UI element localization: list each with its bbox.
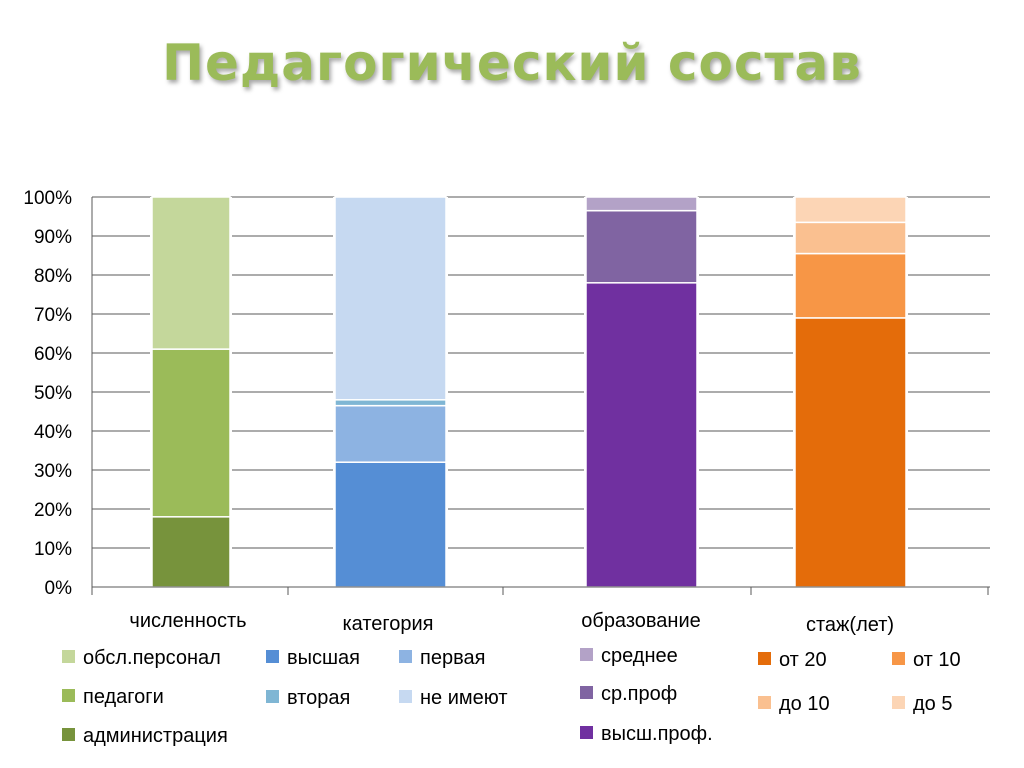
legend-label: до 10 <box>779 693 830 715</box>
bar-segment-до 5 <box>794 196 907 224</box>
chart-title: Педагогический состав <box>162 34 862 92</box>
legend-label: высш.проф. <box>601 723 713 745</box>
y-tick-label: 60% <box>34 344 72 365</box>
legend-swatch <box>892 652 905 665</box>
y-tick-label: 100% <box>23 188 72 209</box>
bars <box>150 196 908 588</box>
category-label: стаж(лет) <box>806 614 894 636</box>
y-tick-label: 20% <box>34 500 72 521</box>
y-axis: 0% 10% 20% 30% 40% 50% 60% 70% 80% 90% 100% <box>23 188 93 599</box>
category-label: численность <box>129 610 246 632</box>
y-tick-label: 0% <box>45 578 73 599</box>
bar-segment-среднее <box>585 196 698 212</box>
bar-segment-администрация <box>151 516 231 588</box>
bar-segment-обсл.персонал <box>151 196 231 350</box>
legend-swatch <box>62 689 75 702</box>
legend-swatch <box>580 726 593 739</box>
legend-label: высшая <box>287 647 360 669</box>
y-tick-label: 40% <box>34 422 72 443</box>
legend: обсл.персонал педагоги администрация высшая… <box>62 645 961 747</box>
legend-swatch <box>399 650 412 663</box>
legend-swatch <box>399 690 412 703</box>
category-label: образование <box>581 610 701 632</box>
y-tick-label: 90% <box>34 227 72 248</box>
y-tick-label: 70% <box>34 305 72 326</box>
bar-segment-не имеют <box>334 196 447 401</box>
bar-segment-первая <box>334 404 447 463</box>
legend-swatch <box>62 650 75 663</box>
bar-segment-от 20 <box>794 317 907 588</box>
y-tick-label: 10% <box>34 539 72 560</box>
legend-label: от 10 <box>913 649 961 671</box>
legend-swatch <box>266 690 279 703</box>
legend-label: педагоги <box>83 686 164 708</box>
legend-swatch <box>580 686 593 699</box>
legend-label: администрация <box>83 725 228 747</box>
legend-label: первая <box>420 647 485 669</box>
legend-swatch <box>266 650 279 663</box>
legend-label: обсл.персонал <box>83 647 221 669</box>
y-tick-label: 80% <box>34 266 72 287</box>
legend-label: вторая <box>287 687 350 709</box>
legend-swatch <box>892 696 905 709</box>
legend-swatch <box>758 652 771 665</box>
legend-label: до 5 <box>913 693 952 715</box>
legend-swatch <box>62 728 75 741</box>
y-tick-label: 50% <box>34 383 72 404</box>
legend-swatch <box>580 648 593 661</box>
legend-label: от 20 <box>779 649 827 671</box>
legend-label: не имеют <box>420 687 508 709</box>
bar-segment-высшая <box>334 461 447 588</box>
legend-label: ср.проф <box>601 683 677 705</box>
bar-segment-от 10 <box>794 252 907 319</box>
y-tick-label: 30% <box>34 461 72 482</box>
legend-label: среднее <box>601 645 678 667</box>
bar-segment-высш.проф. <box>585 282 698 588</box>
bar-segment-ср.проф <box>585 209 698 284</box>
bar-segment-педагоги <box>151 348 231 518</box>
bar-segment-до 10 <box>794 221 907 255</box>
legend-swatch <box>758 696 771 709</box>
bar-segment-вторая <box>334 399 447 407</box>
category-label: категория <box>342 613 433 635</box>
x-axis: численность категория образование стаж(лет) <box>91 586 990 636</box>
